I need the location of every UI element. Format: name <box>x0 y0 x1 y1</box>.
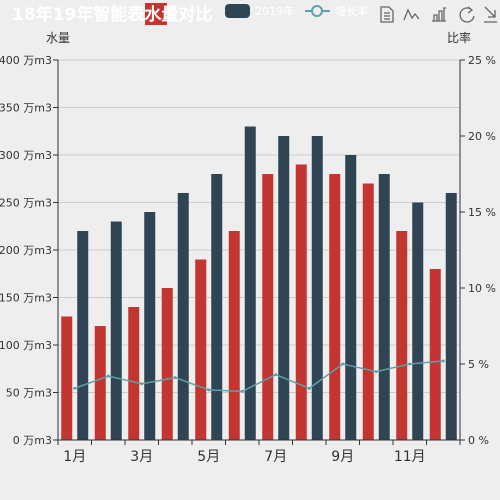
bar-series-a <box>295 164 307 440</box>
y-right-tick-label: 15 % <box>468 206 496 219</box>
chart-title: 18年19年智能表水量对比 <box>12 4 212 25</box>
growth-line-point <box>106 374 110 378</box>
legend-label-2019: 2019年 <box>255 4 294 18</box>
legend-label-growth: 增长率 <box>335 4 368 18</box>
data-view-icon[interactable] <box>380 6 394 23</box>
bar-series-2019 <box>177 193 189 440</box>
growth-line-path <box>74 360 444 393</box>
bar-series-2019 <box>445 193 457 440</box>
growth-line-group <box>73 359 445 393</box>
legend-swatch-2019 <box>225 4 250 18</box>
bar-series-2019 <box>77 231 89 440</box>
x-tick-label: 1月 <box>63 449 86 465</box>
growth-line-point <box>441 359 445 363</box>
title-highlight-box <box>145 3 167 25</box>
legend: 2019年 增长率 <box>225 4 368 18</box>
title-highlight: 水 <box>144 4 162 25</box>
y-right-axis-name: 比率 <box>447 30 471 45</box>
bar-series-a <box>128 307 140 440</box>
x-tick-label: 9月 <box>331 449 354 465</box>
y-right-tick-label: 25 % <box>468 54 496 67</box>
x-tick-label: 5月 <box>197 449 220 465</box>
bar-series-a <box>396 231 408 440</box>
growth-line-point <box>274 373 278 377</box>
y-right-tick-label: 10 % <box>468 282 496 295</box>
grid-lines <box>58 59 460 441</box>
y-left-tick-label: 300 万m3 <box>0 149 52 162</box>
restore-icon[interactable] <box>459 6 475 23</box>
y-left-tick-label: 50 万m3 <box>6 387 52 400</box>
growth-line-point <box>408 362 412 366</box>
y-left-tick-label: 400 万m3 <box>0 54 52 67</box>
growth-line-point <box>173 376 177 380</box>
y-right-tick-label: 0 % <box>468 434 489 447</box>
y-left-tick-label: 200 万m3 <box>0 244 52 257</box>
bar-series-2019 <box>244 126 256 440</box>
bar-series-a <box>61 316 73 440</box>
growth-line-point <box>73 386 77 390</box>
bar-series-a <box>329 174 341 440</box>
legend-item-growth[interactable]: 增长率 <box>305 4 368 18</box>
y-left-tick-label: 350 万m3 <box>0 102 52 115</box>
bar-series-a <box>195 259 207 440</box>
axes-group: 0 万m3 50 万m3 100 万m3 150 万m3 200 万m3 250 万m3 3… <box>0 54 496 465</box>
growth-line-point <box>307 386 311 390</box>
y-right-tick-label: 20 % <box>468 130 496 143</box>
y-left-tick-label: 100 万m3 <box>0 339 52 352</box>
bar-series-2019 <box>211 174 223 440</box>
bar-series-2019 <box>144 212 156 440</box>
bar-chart-icon[interactable] <box>432 7 446 22</box>
bar-series-2019 <box>278 136 290 440</box>
legend-marker-growth <box>311 5 323 17</box>
growth-line-point <box>140 382 144 386</box>
growth-line-point <box>240 389 244 393</box>
growth-line-point <box>341 362 345 366</box>
y-left-tick-label: 250 万m3 <box>0 197 52 210</box>
bar-series-2019 <box>311 136 323 440</box>
toolbox <box>380 6 497 23</box>
bar-series-2019 <box>412 202 424 440</box>
y-left-tick-label: 150 万m3 <box>0 292 52 305</box>
title-prefix: 18年19年智能表 <box>12 4 145 25</box>
legend-item-2019[interactable]: 2019年 <box>225 4 294 18</box>
y-left-tick-label: 0 万m3 <box>13 434 52 447</box>
download-icon[interactable] <box>484 6 497 23</box>
bar-series-a <box>161 288 173 440</box>
bar-series-a <box>228 231 240 440</box>
bar-series-2019 <box>378 174 390 440</box>
growth-line-point <box>207 388 211 392</box>
bar-series-a <box>362 183 374 440</box>
x-tick-label: 3月 <box>130 449 153 465</box>
bar-series-a <box>94 326 106 440</box>
growth-line-point <box>374 370 378 374</box>
title-suffix: 量对比 <box>161 4 212 25</box>
bar-series-2019 <box>110 221 122 440</box>
bar-series-2019 <box>345 155 357 440</box>
bar-series-a <box>262 174 274 440</box>
x-tick-label: 11月 <box>394 449 426 465</box>
x-tick-label: 7月 <box>264 449 287 465</box>
y-left-axis-name: 水量 <box>46 31 70 45</box>
bar-series-group <box>61 126 457 440</box>
line-chart-icon[interactable] <box>403 8 420 21</box>
y-right-tick-label: 5 % <box>468 358 489 371</box>
bar-series-a <box>429 269 441 440</box>
